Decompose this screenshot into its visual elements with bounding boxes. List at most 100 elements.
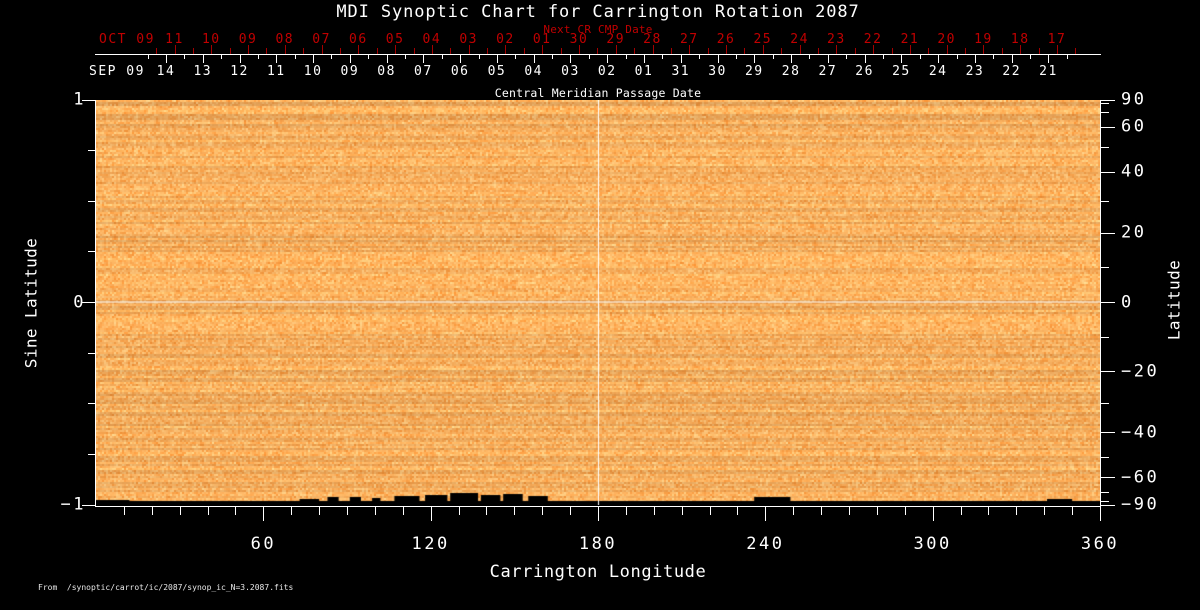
right-axis-tick xyxy=(1101,403,1109,404)
top-axis-cmp-date: 11 xyxy=(267,64,286,79)
top-axis-white-tick xyxy=(460,54,461,63)
top-axis-white-minor-tick xyxy=(736,54,737,59)
right-axis-tick xyxy=(1101,127,1115,128)
top-axis-white-minor-tick xyxy=(479,54,480,59)
right-axis-tick xyxy=(1101,267,1109,268)
bottom-axis-tick xyxy=(431,507,432,521)
top-axis-white-tick xyxy=(865,54,866,63)
top-axis-next-date: 28 xyxy=(643,32,662,47)
top-axis-white-tick xyxy=(901,54,902,63)
left-axis-tick xyxy=(88,201,95,202)
right-axis-tick xyxy=(1101,501,1109,502)
top-axis-cmp-date: 27 xyxy=(819,64,838,79)
top-axis-cmp-date: 12 xyxy=(230,64,249,79)
top-axis-red-minor-tick xyxy=(156,48,157,54)
top-axis-next-date: 17 xyxy=(1048,32,1067,47)
top-axis-cmp-date: 28 xyxy=(782,64,801,79)
source-file-path: From /synoptic/carrot/ic/2087/synop_ic_N… xyxy=(38,583,293,592)
top-axis-next-date: 18 xyxy=(1011,32,1030,47)
top-axis-red-minor-tick xyxy=(377,48,378,54)
top-axis-next-date: 20 xyxy=(937,32,956,47)
top-axis-white-minor-tick xyxy=(626,54,627,59)
top-axis-cmp-date: 07 xyxy=(414,64,433,79)
bottom-axis-tick xyxy=(570,507,571,515)
top-axis-white-minor-tick xyxy=(1067,54,1068,59)
top-axis-cmp-date: 09 xyxy=(341,64,360,79)
top-axis-next-date: 30 xyxy=(570,32,589,47)
top-axis-cmp-date: 10 xyxy=(304,64,323,79)
bottom-axis-tick xyxy=(375,507,376,515)
top-axis-next-date: 04 xyxy=(423,32,442,47)
top-axis-white-tick xyxy=(938,54,939,63)
top-axis-cmp-date: 31 xyxy=(671,64,690,79)
bottom-axis-tick xyxy=(1044,507,1045,515)
right-axis-tick xyxy=(1101,147,1109,148)
top-axis-white-minor-tick xyxy=(699,54,700,59)
bottom-axis-tick xyxy=(626,507,627,515)
top-axis-white-minor-tick xyxy=(993,54,994,59)
bottom-axis-tick xyxy=(208,507,209,515)
bottom-axis-tick xyxy=(542,507,543,515)
top-axis-white-minor-tick xyxy=(368,54,369,59)
top-axis-next-date: 29 xyxy=(606,32,625,47)
top-axis-cmp-date: 14 xyxy=(157,64,176,79)
top-axis-white-minor-tick xyxy=(773,54,774,59)
top-axis-cmp-date: 02 xyxy=(598,64,617,79)
top-axis-white-minor-tick xyxy=(405,54,406,59)
top-axis-red-minor-tick xyxy=(634,48,635,54)
bottom-axis-tick-label: 180 xyxy=(579,536,617,553)
top-axis-red-minor-tick xyxy=(597,48,598,54)
top-axis-red-minor-tick xyxy=(671,48,672,54)
top-axis-white-tick xyxy=(166,54,167,63)
top-axis-red-minor-tick xyxy=(193,48,194,54)
top-axis-cmp-date: 08 xyxy=(377,64,396,79)
top-axis-red-minor-tick xyxy=(965,48,966,54)
top-axis-white-tick xyxy=(1012,54,1013,63)
top-axis-white-tick xyxy=(975,54,976,63)
top-axis-white-tick xyxy=(570,54,571,63)
bottom-axis-tick-label: 300 xyxy=(914,536,952,553)
bottom-axis-tick xyxy=(961,507,962,515)
top-axis-red-minor-tick xyxy=(1075,48,1076,54)
next-month-label: OCT 09 xyxy=(99,32,155,47)
top-axis-red-minor-tick xyxy=(855,48,856,54)
right-axis-tick xyxy=(1101,302,1115,303)
right-axis-tick-label: −40 xyxy=(1121,424,1159,441)
top-axis-red-minor-tick xyxy=(561,48,562,54)
top-axis-white-minor-tick xyxy=(184,54,185,59)
top-axis-next-date: 08 xyxy=(275,32,294,47)
top-axis-cmp-date: 01 xyxy=(635,64,654,79)
top-axis-red-minor-tick xyxy=(266,48,267,54)
bottom-axis-tick xyxy=(347,507,348,515)
left-axis-line xyxy=(95,100,96,507)
bottom-axis-tick xyxy=(654,507,655,515)
top-axis-white-tick xyxy=(240,54,241,63)
top-axis-white-minor-tick xyxy=(331,54,332,59)
right-axis-line xyxy=(1100,100,1101,507)
top-axis-cmp-date: 21 xyxy=(1039,64,1058,79)
bottom-axis-tick xyxy=(263,507,264,521)
right-axis-tick xyxy=(1101,371,1115,372)
top-axis-white-tick xyxy=(754,54,755,63)
right-axis-tick-label: 60 xyxy=(1121,119,1146,136)
top-axis-white-tick xyxy=(497,54,498,63)
cmp-month-label: SEP 09 xyxy=(89,64,145,79)
bottom-axis-tick xyxy=(849,507,850,515)
top-axis-white-tick xyxy=(276,54,277,63)
top-axis-white-minor-tick xyxy=(552,54,553,59)
top-axis-red-minor-tick xyxy=(524,48,525,54)
bottom-axis-tick xyxy=(403,507,404,515)
left-axis-tick xyxy=(88,454,95,455)
top-axis-next-date: 23 xyxy=(827,32,846,47)
right-axis-tick xyxy=(1101,172,1115,173)
left-axis-tick xyxy=(88,353,95,354)
top-axis-cmp-date: 06 xyxy=(451,64,470,79)
top-axis-white-minor-tick xyxy=(662,54,663,59)
top-axis-white-minor-tick xyxy=(920,54,921,59)
top-axis-next-date: 22 xyxy=(864,32,883,47)
bottom-axis-tick-label: 360 xyxy=(1081,536,1119,553)
top-axis-white-tick xyxy=(718,54,719,63)
top-axis-cmp-date: 22 xyxy=(1002,64,1021,79)
bottom-axis-tick xyxy=(933,507,934,521)
bottom-axis-tick xyxy=(737,507,738,515)
